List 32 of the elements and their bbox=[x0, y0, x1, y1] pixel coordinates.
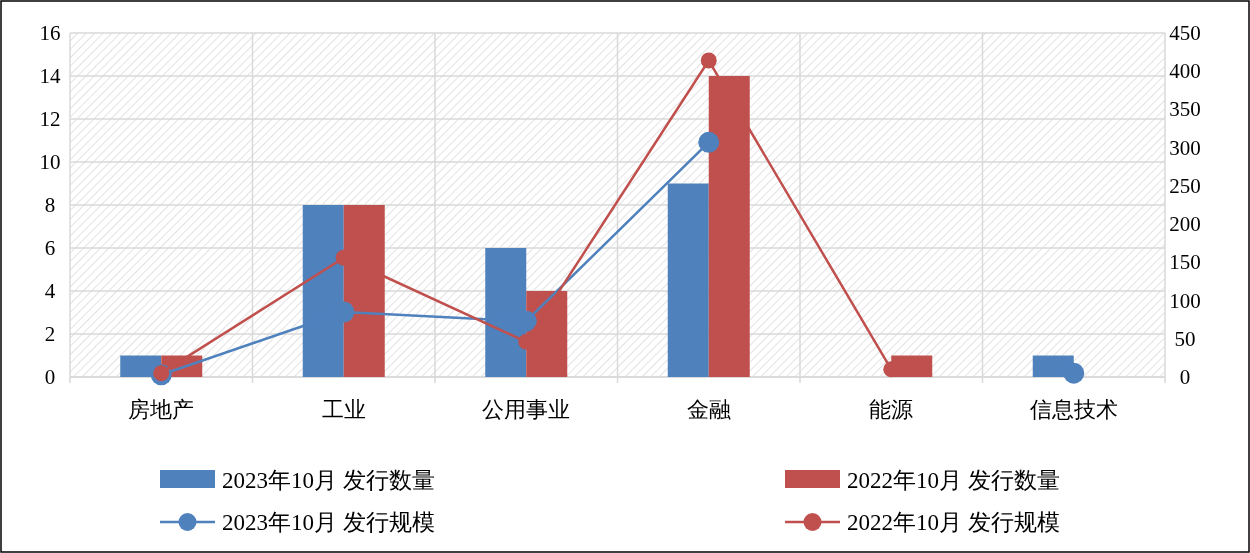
y2-tick-label: 150 bbox=[1169, 250, 1201, 275]
legend-label: 2023年10月 发行数量 bbox=[222, 468, 435, 493]
x-tick-label: 公用事业 bbox=[482, 397, 571, 422]
y-tick-label: 2 bbox=[44, 322, 56, 346]
y2-tick-label: 250 bbox=[1169, 173, 1201, 198]
y-tick-label: 6 bbox=[44, 236, 56, 260]
point bbox=[1063, 362, 1085, 384]
y2-tick-label: 450 bbox=[1169, 21, 1201, 45]
y2-tick-label: 0 bbox=[1179, 365, 1191, 389]
legend-label: 2022年10月 发行规模 bbox=[847, 510, 1060, 535]
y2-tick-label: 50 bbox=[1174, 326, 1196, 351]
point bbox=[698, 131, 720, 153]
y-tick-label: 10 bbox=[39, 150, 61, 174]
y-tick-label: 4 bbox=[44, 279, 56, 303]
y-tick-label: 14 bbox=[39, 64, 61, 88]
x-tick-label: 金融 bbox=[686, 397, 731, 422]
x-tick-label: 房地产 bbox=[128, 397, 195, 422]
y2-tick-label: 400 bbox=[1169, 59, 1201, 84]
x-tick-label: 信息技术 bbox=[1029, 397, 1118, 422]
y2-tick-label: 300 bbox=[1169, 135, 1201, 160]
y2-tick-label: 200 bbox=[1169, 212, 1201, 237]
x-tick-label: 工业 bbox=[321, 397, 366, 422]
y-tick-label: 12 bbox=[39, 107, 61, 131]
y-tick-label: 0 bbox=[44, 365, 56, 389]
x-tick-label: 能源 bbox=[869, 397, 914, 422]
legend-label: 2022年10月 发行数量 bbox=[847, 468, 1060, 493]
y2-tick-label: 350 bbox=[1169, 97, 1201, 122]
y-tick-label: 8 bbox=[44, 193, 56, 217]
y2-tick-label: 100 bbox=[1169, 288, 1201, 313]
point bbox=[700, 52, 717, 69]
legend-label: 2023年10月 发行规模 bbox=[222, 510, 435, 535]
y-tick-label: 16 bbox=[39, 21, 61, 45]
